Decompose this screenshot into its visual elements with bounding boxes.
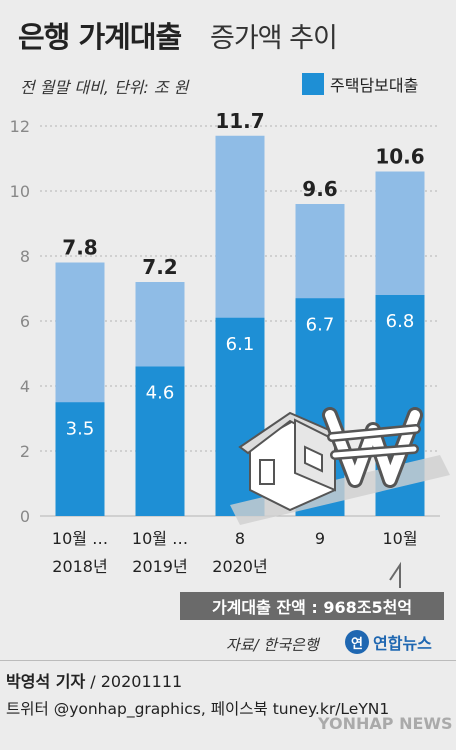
house-icon — [238, 411, 347, 512]
legend: 주택담보대출 — [302, 72, 418, 96]
source-label: 자료/ 한국은행 — [226, 636, 319, 654]
credit-line: 박영석 기자 / 20201111 — [6, 668, 182, 692]
bar-chart: 0 2 4 6 8 10 12 7.8 3.5 10월 … 2018년 7.2 4.6 10월 … 2019… — [10, 109, 450, 588]
total-label-4: 10.6 — [375, 145, 424, 169]
y-tick-label-0: 0 — [20, 507, 30, 526]
total-label-1: 7.2 — [142, 255, 177, 279]
bar-mortgage-1 — [135, 366, 185, 516]
publish-date: / 20201111 — [90, 672, 183, 691]
won-icon — [322, 407, 423, 488]
footer-divider — [0, 660, 456, 661]
y-tick-label-4: 8 — [20, 247, 30, 266]
x-tick-label-2: 8 — [235, 529, 245, 548]
mortgage-label-2: 6.1 — [226, 334, 255, 355]
x-tick-label-4: 10월 — [382, 529, 417, 548]
yonhap-logo-text: 연합뉴스 — [373, 634, 432, 653]
x-tick-year-0: 2018년 — [52, 557, 107, 576]
social-links: 트위터 @yonhap_graphics, 페이스북 tuney.kr/LeYN… — [6, 700, 390, 718]
legend-swatch-mortgage — [302, 73, 324, 95]
mortgage-label-1: 4.6 — [146, 383, 175, 404]
legend-label-mortgage: 주택담보대출 — [330, 76, 419, 95]
mortgage-label-0: 3.5 — [66, 418, 95, 439]
y-tick-label-1: 2 — [20, 442, 30, 461]
total-label-3: 9.6 — [302, 177, 337, 201]
mortgage-label-4: 6.8 — [386, 311, 415, 332]
x-tick-label-3: 9 — [315, 529, 325, 548]
yonhap-logo: 연 연합뉴스 — [345, 630, 432, 654]
y-tick-label-2: 4 — [20, 377, 30, 396]
house-and-won-illustration — [230, 407, 450, 525]
x-tick-year-1: 2019년 — [132, 557, 187, 576]
y-tick-label-5: 10 — [10, 182, 30, 201]
unit-note: 전 월말 대비, 단위: 조 원 — [20, 78, 189, 97]
x-tick-year-2: 2020년 — [212, 557, 267, 576]
total-label-0: 7.8 — [62, 236, 97, 260]
watermark: YONHAP NEWS — [318, 714, 453, 733]
page-subtitle: 증가액 추이 — [210, 23, 338, 54]
bar-mortgage-0 — [55, 402, 105, 516]
y-tick-label-6: 12 — [10, 117, 30, 136]
balance-callout-line — [389, 561, 401, 588]
total-label-2: 11.7 — [215, 109, 264, 133]
balance-note: 가계대출 잔액 : 968조5천억 — [180, 592, 444, 620]
x-tick-label-1: 10월 … — [132, 529, 188, 548]
chart-labels: 0 2 4 6 8 10 12 7.8 3.5 10월 … 2018년 7.2 4.6 10월 … 2019… — [10, 109, 425, 576]
yonhap-logo-icon: 연 — [345, 630, 369, 654]
page-title: 은행 가계대출 — [18, 20, 182, 54]
x-tick-label-0: 10월 … — [52, 529, 108, 548]
mortgage-label-3: 6.7 — [306, 314, 335, 335]
reporter-name: 박영석 기자 — [6, 672, 86, 691]
y-tick-label-3: 6 — [20, 312, 30, 331]
